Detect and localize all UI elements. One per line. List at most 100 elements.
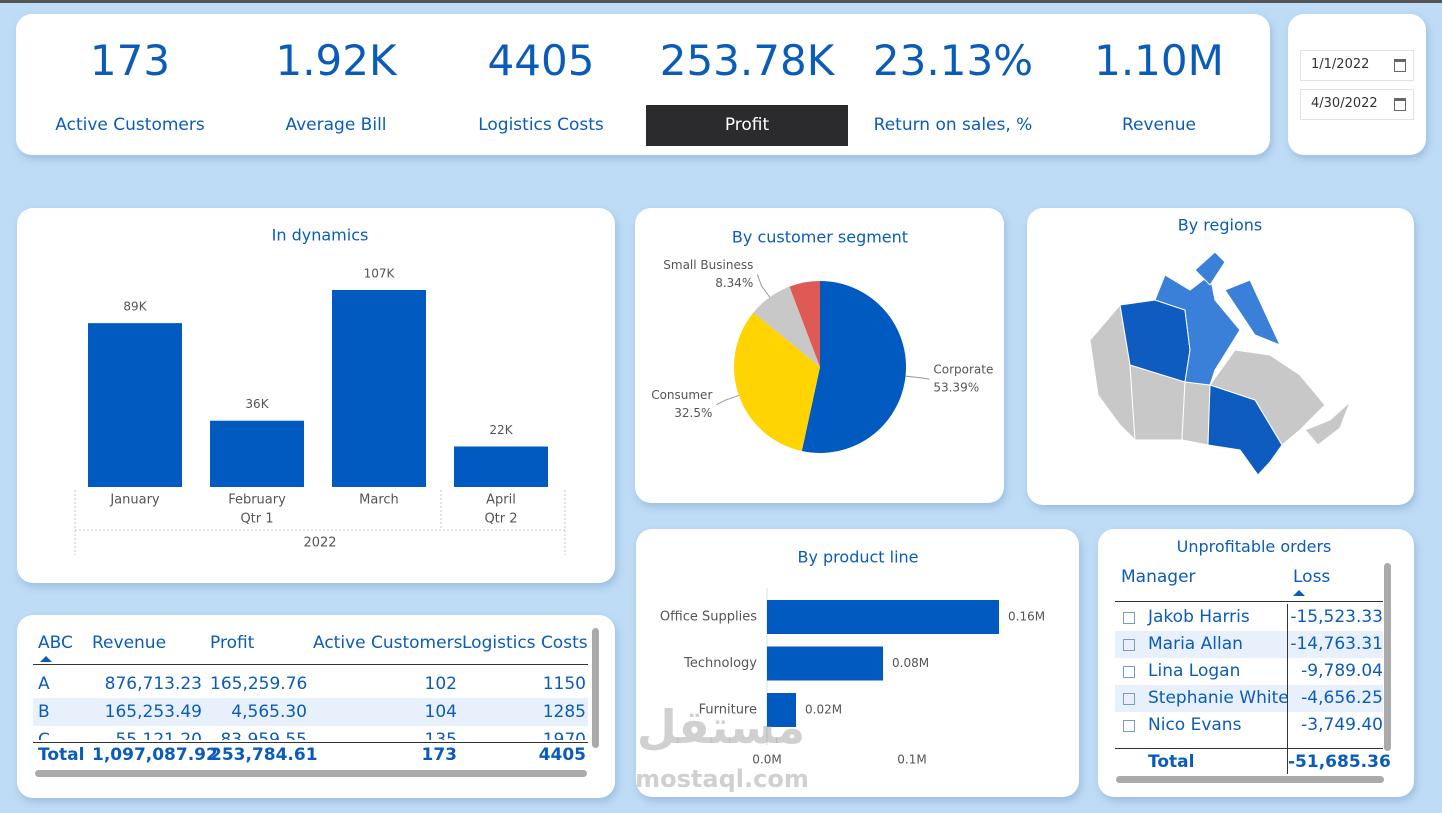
header-rule xyxy=(33,664,588,665)
bar xyxy=(767,693,796,727)
calendar-icon xyxy=(1394,59,1406,72)
kpi-label: Logistics Costs xyxy=(478,115,604,135)
table-cell: Jakob Harris xyxy=(1148,607,1250,627)
kpi-value: 1.10M xyxy=(1094,36,1224,85)
table-cell: 135 xyxy=(424,730,457,740)
x-tick-label: February xyxy=(228,493,286,508)
table-cell: -4,656.25 xyxy=(1301,688,1383,708)
kpi-label: Return on sales, % xyxy=(873,115,1033,135)
table-cell: Nico Evans xyxy=(1148,715,1242,735)
table-cell: 104 xyxy=(424,702,457,722)
data-label: 36K xyxy=(245,397,269,411)
chart-title: By product line xyxy=(797,548,918,567)
bar xyxy=(454,446,548,487)
kpi-card xyxy=(16,14,1270,155)
table-cell: A xyxy=(38,674,50,694)
watermark-latin: mostaql.com xyxy=(635,765,809,793)
map-region xyxy=(1154,274,1241,386)
pie-value-label: 32.5% xyxy=(674,406,712,420)
scrollbar-v xyxy=(592,628,599,748)
table-cell: -15,523.33 xyxy=(1290,607,1383,627)
expand-icon xyxy=(1123,693,1135,705)
data-label: 89K xyxy=(123,300,147,314)
map-region xyxy=(1194,251,1226,286)
column-divider xyxy=(1287,604,1288,774)
table-cell: 876,713.23 xyxy=(104,674,202,694)
sort-arrow xyxy=(40,656,52,662)
x-tick-label: January xyxy=(109,493,160,508)
bar xyxy=(767,646,883,681)
total-rule xyxy=(1115,748,1383,749)
table-total-cell: 4405 xyxy=(538,745,586,765)
date-text: 1/1/2022 xyxy=(1311,57,1370,72)
table-title: Unprofitable orders xyxy=(1176,537,1332,556)
chart-title: By customer segment xyxy=(732,228,908,247)
top-bar xyxy=(0,0,1442,3)
kpi-value: 23.13% xyxy=(872,36,1034,85)
bar xyxy=(767,600,999,634)
leader-line xyxy=(716,394,739,406)
total-rule xyxy=(33,742,588,743)
x-tick-label: March xyxy=(359,493,399,508)
pie-label: Corporate xyxy=(933,363,993,377)
data-label: 0.08M xyxy=(892,656,929,670)
x-year-label: 2022 xyxy=(303,536,336,551)
kpi-label: Profit xyxy=(724,115,770,135)
orders-card xyxy=(1098,529,1414,797)
chart-title: In dynamics xyxy=(272,226,369,245)
data-label: 0.02M xyxy=(805,703,842,717)
bar xyxy=(210,420,304,487)
map-title: By regions xyxy=(1178,216,1262,235)
pie-value-label: 8.34% xyxy=(715,276,753,290)
date-card xyxy=(1288,14,1426,155)
table-row xyxy=(1115,685,1383,712)
table-cell: Stephanie White xyxy=(1148,688,1289,708)
pie-slice xyxy=(801,281,906,453)
table-cell: -14,763.31 xyxy=(1290,634,1383,654)
table-header: Logistics Costs xyxy=(462,633,588,653)
date-input: 4/30/2022 xyxy=(1300,89,1414,120)
table-total-cell: Total xyxy=(38,745,85,765)
sort-arrow xyxy=(1293,590,1305,596)
watermark-arabic: مستقل xyxy=(636,700,806,754)
x-tick-label: April xyxy=(486,493,516,508)
scrollbar-v xyxy=(1384,563,1391,751)
table-header: Profit xyxy=(210,633,255,653)
table-cell: 1150 xyxy=(542,674,586,694)
table-total-cell: 1,097,087.92 xyxy=(92,745,218,765)
date-input: 1/1/2022 xyxy=(1300,50,1414,81)
y-tick-label: Furniture xyxy=(699,703,757,718)
kpi-selected-bg xyxy=(646,105,848,146)
map-region xyxy=(1304,401,1351,446)
table-row: B 165,253.49 4,565.30 104 1285 xyxy=(33,698,588,726)
table-total-cell: Total xyxy=(1148,752,1195,772)
table-header: Revenue xyxy=(92,633,167,653)
scrollbar-h xyxy=(1116,776,1384,783)
data-label: 22K xyxy=(489,423,513,437)
date-text: 4/30/2022 xyxy=(1311,96,1378,111)
map-region xyxy=(1181,381,1211,446)
x-group-label: Qtr 2 xyxy=(484,512,517,527)
table-total-cell: -51,685.36 xyxy=(1288,752,1391,772)
table-row: C 55,121.20 83,959.55 135 1970 xyxy=(33,726,588,740)
table-cell: -9,789.04 xyxy=(1301,661,1383,681)
canada-map xyxy=(1089,251,1351,476)
table-cell: C xyxy=(38,730,50,740)
data-label: 107K xyxy=(364,267,396,281)
kpi-value: 4405 xyxy=(487,36,595,85)
pie-value-label: 53.39% xyxy=(933,381,979,395)
table-total-cell: 173 xyxy=(421,745,458,765)
table-header: Active Customers xyxy=(313,633,463,653)
table-cell: 165,259.76 xyxy=(210,674,308,694)
table-cell: 1970 xyxy=(542,730,586,740)
table-cell: Lina Logan xyxy=(1148,661,1241,681)
table-header: Loss xyxy=(1293,567,1331,587)
pie-slice xyxy=(734,312,820,452)
table-cell: 165,253.49 xyxy=(104,702,202,722)
table-total-cell: 253,784.61 xyxy=(210,745,318,765)
leader-line xyxy=(756,274,771,298)
table-header: Manager xyxy=(1121,567,1196,587)
expand-icon xyxy=(1123,720,1135,732)
kpi-value: 253.78K xyxy=(659,36,835,85)
